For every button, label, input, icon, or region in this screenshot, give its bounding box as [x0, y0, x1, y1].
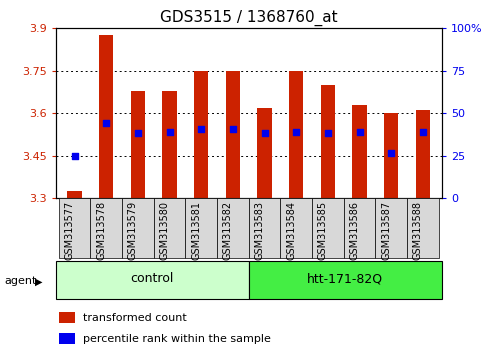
Point — [324, 130, 332, 136]
Bar — [194, 71, 208, 198]
Bar — [185, 198, 217, 258]
Bar — [249, 198, 281, 258]
Bar — [249, 261, 442, 299]
Text: htt-171-82Q: htt-171-82Q — [307, 272, 384, 285]
Bar — [99, 35, 114, 198]
Bar — [68, 191, 82, 198]
Bar — [56, 261, 249, 299]
Bar — [312, 198, 344, 258]
Text: GSM313581: GSM313581 — [191, 201, 201, 259]
Point — [292, 129, 300, 135]
Text: GSM313588: GSM313588 — [413, 201, 423, 259]
Text: agent: agent — [5, 276, 37, 286]
Bar — [416, 110, 430, 198]
Text: GSM313578: GSM313578 — [96, 201, 106, 260]
Text: GSM313580: GSM313580 — [159, 201, 170, 259]
Bar — [375, 198, 407, 258]
Point — [356, 129, 364, 135]
Text: GSM313582: GSM313582 — [223, 201, 233, 260]
Point — [387, 150, 395, 156]
Text: transformed count: transformed count — [83, 313, 186, 323]
Text: GSM313584: GSM313584 — [286, 201, 296, 259]
Point — [71, 154, 78, 159]
Bar — [162, 91, 177, 198]
Bar — [289, 71, 303, 198]
Bar — [407, 198, 439, 258]
Text: GSM313577: GSM313577 — [65, 201, 74, 260]
Bar — [90, 198, 122, 258]
Point — [261, 130, 269, 136]
Point — [166, 129, 173, 135]
Title: GDS3515 / 1368760_at: GDS3515 / 1368760_at — [160, 9, 338, 25]
Bar — [154, 198, 185, 258]
Bar — [226, 71, 240, 198]
Point — [102, 120, 110, 126]
Bar — [59, 198, 90, 258]
Bar — [257, 108, 272, 198]
Point — [229, 126, 237, 132]
Bar — [217, 198, 249, 258]
Text: ▶: ▶ — [35, 276, 43, 286]
Text: GSM313585: GSM313585 — [318, 201, 328, 260]
Bar — [122, 198, 154, 258]
Text: GSM313583: GSM313583 — [255, 201, 265, 259]
Text: GSM313579: GSM313579 — [128, 201, 138, 260]
Point — [134, 130, 142, 136]
Bar — [384, 113, 398, 198]
Point — [198, 126, 205, 132]
Bar — [344, 198, 375, 258]
Text: GSM313587: GSM313587 — [381, 201, 391, 260]
Bar — [353, 105, 367, 198]
Text: percentile rank within the sample: percentile rank within the sample — [83, 333, 270, 344]
Bar — [281, 198, 312, 258]
Text: GSM313586: GSM313586 — [350, 201, 360, 259]
Bar — [321, 85, 335, 198]
Bar — [59, 312, 75, 323]
Point — [419, 129, 427, 135]
Bar — [59, 333, 75, 344]
Bar — [131, 91, 145, 198]
Text: control: control — [130, 272, 174, 285]
